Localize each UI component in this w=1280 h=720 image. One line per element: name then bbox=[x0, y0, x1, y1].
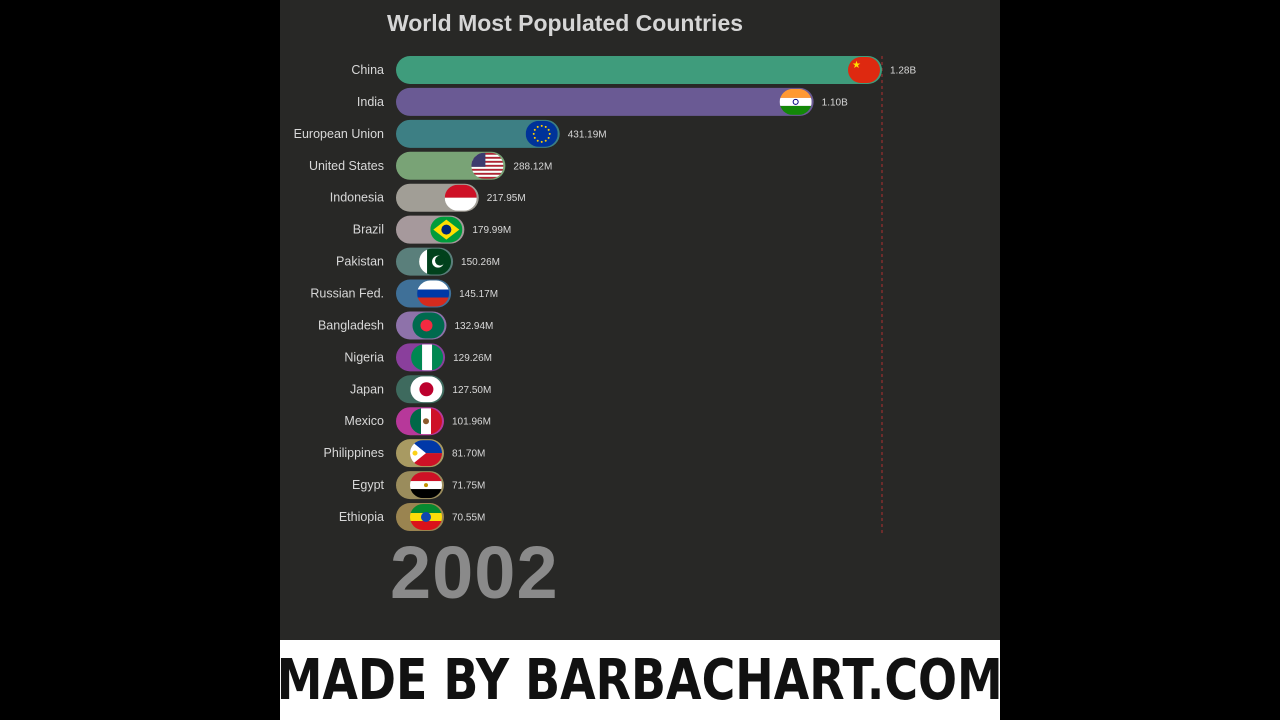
category-label-mexico: Mexico bbox=[344, 414, 384, 428]
brazil-flag-icon bbox=[430, 216, 463, 243]
chart-panel: World Most Populated Countries China ★ 1.2… bbox=[280, 0, 1000, 640]
value-label-ethiopia: 70.55M bbox=[452, 513, 485, 524]
category-label-brazil: Brazil bbox=[353, 223, 384, 237]
value-label-russian-fed: 145.17M bbox=[459, 289, 498, 300]
mexico-flag-icon bbox=[410, 408, 442, 435]
category-label-russian-fed: Russian Fed. bbox=[310, 287, 384, 301]
footer-text: MADE BY BARBACHART.COM bbox=[276, 647, 1004, 713]
value-label-european-union: 431.19M bbox=[568, 129, 607, 140]
value-label-united-states: 288.12M bbox=[513, 161, 552, 172]
category-label-bangladesh: Bangladesh bbox=[318, 318, 384, 332]
value-label-japan: 127.50M bbox=[452, 385, 491, 396]
eu-flag-icon bbox=[525, 120, 558, 147]
category-label-nigeria: Nigeria bbox=[344, 350, 384, 364]
category-label-indonesia: Indonesia bbox=[330, 191, 384, 205]
category-label-european-union: European Union bbox=[294, 127, 384, 141]
egypt-flag-icon bbox=[410, 472, 442, 499]
svg-text:★: ★ bbox=[852, 60, 861, 71]
value-label-mexico: 101.96M bbox=[452, 417, 491, 428]
japan-flag-icon bbox=[410, 376, 443, 403]
bar-india bbox=[396, 87, 814, 116]
russia-flag-icon bbox=[417, 280, 450, 307]
bar-european-union bbox=[396, 119, 560, 148]
value-label-china: 1.28B bbox=[890, 66, 916, 77]
pakistan-flag-icon bbox=[419, 248, 452, 275]
category-label-philippines: Philippines bbox=[324, 446, 384, 460]
philippines-flag-icon bbox=[410, 440, 442, 467]
nigeria-flag-icon bbox=[411, 344, 444, 371]
footer-banner: MADE BY BARBACHART.COM bbox=[276, 640, 1004, 720]
value-label-indonesia: 217.95M bbox=[487, 193, 526, 204]
value-label-nigeria: 129.26M bbox=[453, 353, 492, 364]
value-label-india: 1.10B bbox=[822, 97, 848, 108]
category-label-china: China bbox=[351, 63, 384, 77]
value-label-pakistan: 150.26M bbox=[461, 257, 500, 268]
indonesia-flag-icon bbox=[444, 184, 477, 211]
category-label-india: India bbox=[357, 95, 384, 109]
category-label-ethiopia: Ethiopia bbox=[339, 510, 384, 524]
category-label-pakistan: Pakistan bbox=[336, 255, 384, 269]
category-label-united-states: United States bbox=[309, 159, 384, 173]
usa-flag-icon bbox=[471, 152, 504, 179]
value-label-egypt: 71.75M bbox=[452, 481, 485, 492]
year-label: 2002 bbox=[390, 531, 559, 614]
value-label-brazil: 179.99M bbox=[472, 225, 511, 236]
bar-chart: China ★ 1.28B India 1.10B European Union 431.1… bbox=[294, 56, 916, 535]
china-flag-icon: ★ bbox=[848, 57, 880, 83]
category-label-egypt: Egypt bbox=[352, 478, 384, 492]
category-label-japan: Japan bbox=[350, 382, 384, 396]
bangladesh-flag-icon bbox=[412, 312, 445, 339]
value-label-philippines: 81.70M bbox=[452, 449, 485, 460]
india-flag-icon bbox=[779, 88, 812, 115]
bar-china bbox=[396, 56, 882, 84]
chart-title: World Most Populated Countries bbox=[386, 10, 744, 36]
value-label-bangladesh: 132.94M bbox=[454, 321, 493, 332]
ethiopia-flag-icon bbox=[410, 504, 442, 531]
